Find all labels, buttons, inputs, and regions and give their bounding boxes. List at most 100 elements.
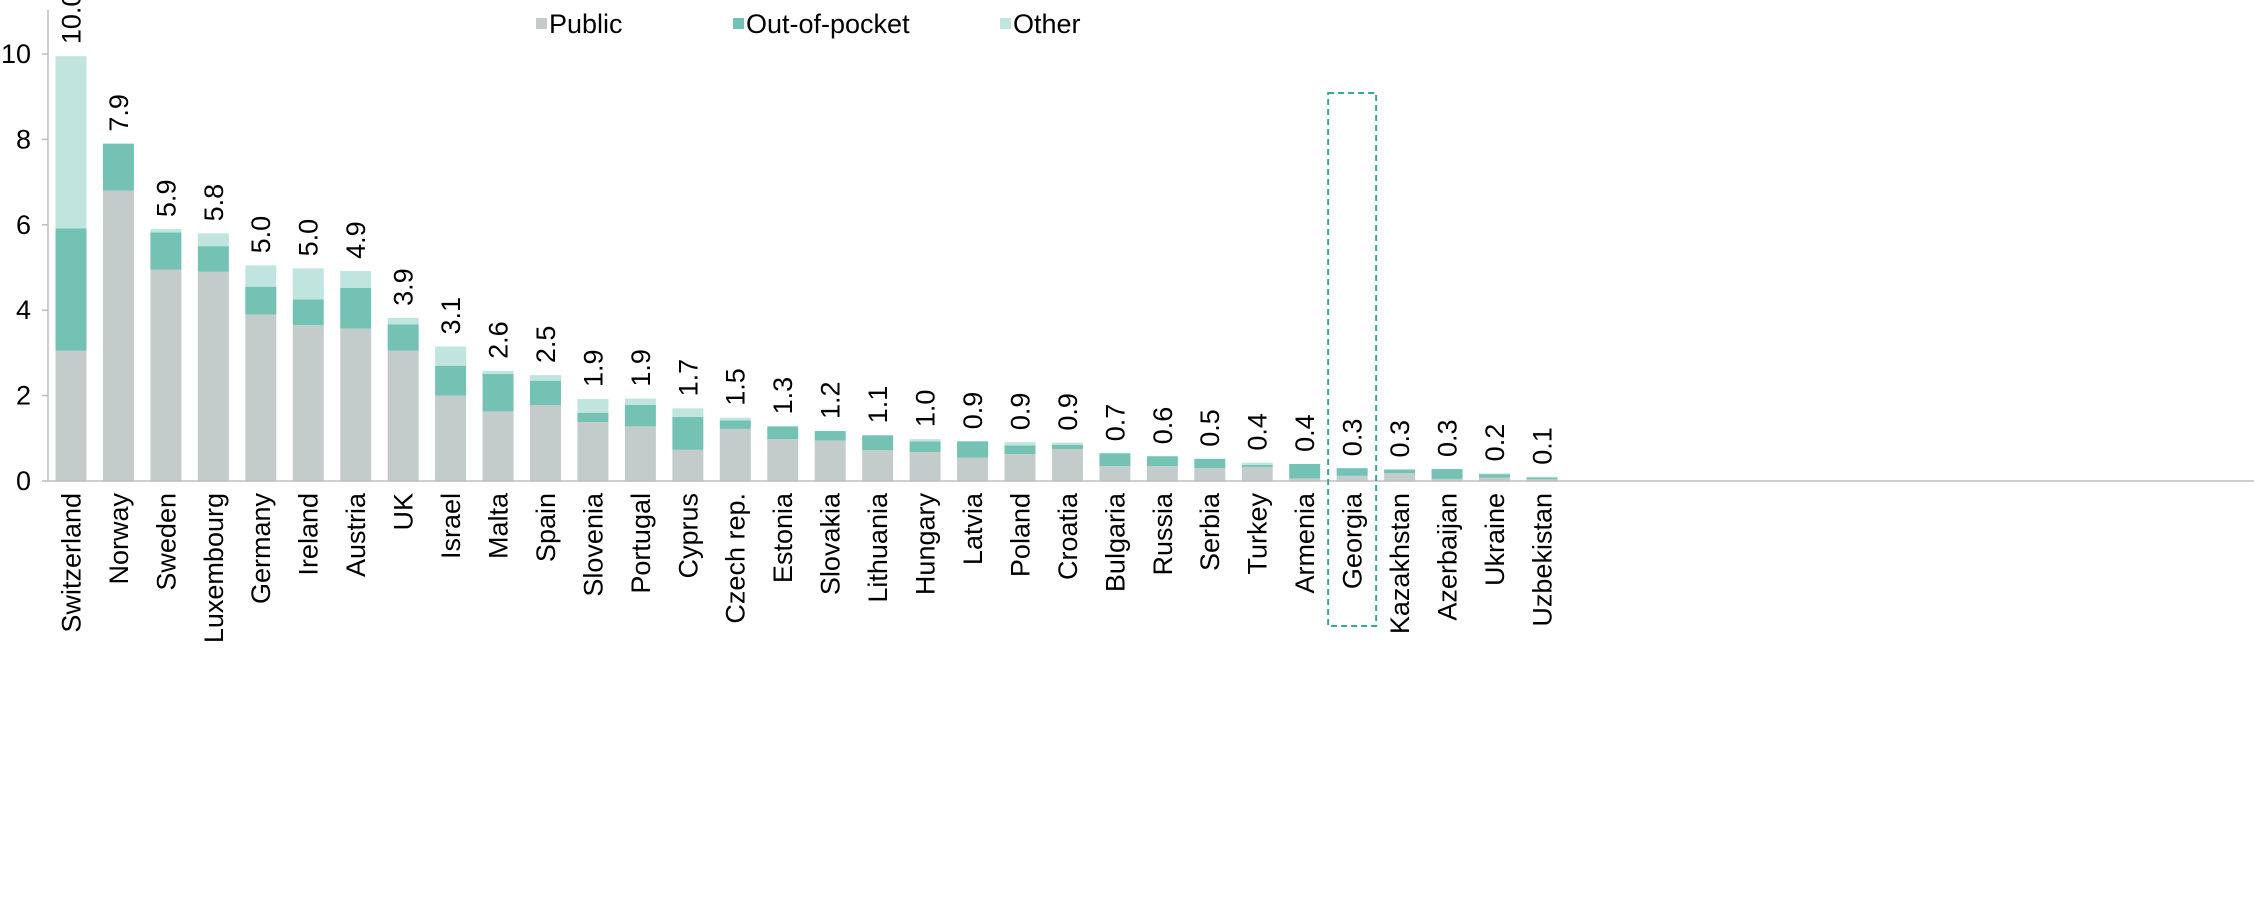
bar-other-poland [1004, 442, 1036, 446]
bar-public-georgia [1336, 475, 1368, 481]
x-tick-label-hungary: Hungary [911, 493, 941, 596]
x-tick-label-spain: Spain [531, 493, 561, 562]
bar-out-of-pocket-turkey [1241, 464, 1273, 467]
bar-public-austria [340, 328, 372, 481]
legend-label-public: Public [549, 9, 623, 39]
total-label-armenia: 0.4 [1290, 414, 1320, 452]
x-tick-label-czech-rep: Czech rep. [721, 493, 751, 624]
bar-other-germany [245, 265, 277, 287]
bar-public-slovenia [577, 422, 609, 481]
bar-public-uzbekistan [1526, 479, 1558, 481]
total-label-ukraine: 0.2 [1480, 424, 1510, 462]
total-label-slovakia: 1.2 [816, 381, 846, 419]
x-tick-label-luxembourg: Luxembourg [199, 493, 229, 643]
bar-public-azerbaijan [1431, 478, 1463, 481]
bar-out-of-pocket-armenia [1289, 463, 1321, 479]
bar-out-of-pocket-luxembourg [197, 246, 229, 272]
x-tick-label-croatia: Croatia [1053, 492, 1083, 580]
bar-other-turkey [1241, 462, 1273, 465]
total-label-azerbaijan: 0.3 [1433, 419, 1463, 457]
axes-layer: 0 2 4 6 8 10 [1, 10, 2254, 496]
x-tick-label-poland: Poland [1005, 493, 1035, 577]
x-tick-label-austria: Austria [341, 492, 371, 577]
bar-public-norway [102, 190, 134, 481]
bar-out-of-pocket-spain [530, 380, 561, 405]
bar-other-israel [435, 346, 467, 366]
x-tick-label-kazakhstan: Kazakhstan [1385, 493, 1415, 634]
x-tick-label-armenia: Armenia [1290, 492, 1320, 594]
total-label-kazakhstan: 0.3 [1385, 420, 1415, 458]
x-tick-label-azerbaijan: Azerbaijan [1433, 493, 1463, 621]
total-label-malta: 2.6 [484, 321, 514, 359]
total-label-uk: 3.9 [389, 268, 419, 306]
bar-public-czech-rep [719, 428, 751, 481]
bars-layer [55, 56, 1558, 481]
y-tick-label: 10 [1, 39, 31, 69]
total-label-slovenia: 1.9 [578, 349, 608, 387]
bar-other-switzerland [55, 56, 87, 229]
bar-other-austria [340, 270, 372, 288]
total-label-luxembourg: 5.8 [199, 184, 229, 222]
bar-out-of-pocket-switzerland [55, 228, 87, 351]
bar-out-of-pocket-poland [1004, 445, 1036, 455]
total-label-turkey: 0.4 [1243, 413, 1273, 451]
bar-public-germany [245, 314, 277, 481]
bar-out-of-pocket-uk [387, 324, 419, 351]
bar-out-of-pocket-lithuania [862, 435, 894, 451]
x-tick-label-slovenia: Slovenia [578, 492, 608, 597]
x-tick-label-sweden: Sweden [151, 493, 181, 591]
bar-public-portugal [624, 426, 656, 481]
x-tick-label-slovakia: Slovakia [816, 492, 846, 595]
total-label-spain: 2.5 [531, 326, 561, 364]
total-label-latvia: 0.9 [958, 392, 988, 430]
bar-public-ukraine [1479, 477, 1510, 481]
bar-public-switzerland [55, 350, 87, 481]
bar-public-israel [435, 395, 467, 481]
bar-out-of-pocket-norway [102, 143, 134, 191]
bar-out-of-pocket-croatia [1051, 444, 1083, 449]
bar-out-of-pocket-czech-rep [719, 420, 751, 429]
bar-public-turkey [1241, 466, 1273, 481]
x-tick-label-ireland: Ireland [294, 493, 324, 576]
total-label-hungary: 1.0 [911, 390, 941, 428]
bar-other-ukraine [1479, 473, 1510, 475]
total-label-poland: 0.9 [1005, 393, 1035, 431]
y-tick-label: 0 [16, 466, 31, 496]
bar-public-lithuania [862, 450, 894, 481]
x-tick-label-lithuania: Lithuania [863, 492, 893, 603]
bar-out-of-pocket-slovenia [577, 412, 609, 423]
bar-out-of-pocket-cyprus [672, 416, 704, 450]
total-label-cyprus: 1.7 [673, 359, 703, 397]
bar-other-luxembourg [197, 233, 229, 247]
x-tick-label-uzbekistan: Uzbekistan [1527, 493, 1557, 627]
bar-public-armenia [1289, 478, 1321, 481]
total-label-portugal: 1.9 [626, 349, 656, 387]
total-label-israel: 3.1 [436, 297, 466, 335]
total-label-bulgaria: 0.7 [1100, 404, 1130, 442]
bar-out-of-pocket-slovakia [814, 431, 846, 441]
bar-other-malta [482, 370, 514, 374]
bar-out-of-pocket-sweden [150, 232, 182, 270]
bar-other-spain [530, 375, 561, 381]
bar-public-sweden [150, 269, 182, 481]
bar-public-bulgaria [1099, 466, 1131, 481]
bar-out-of-pocket-hungary [909, 441, 941, 452]
x-tick-label-estonia: Estonia [768, 492, 798, 583]
bar-out-of-pocket-ukraine [1479, 474, 1510, 478]
bar-public-malta [482, 411, 514, 481]
bar-public-latvia [957, 457, 989, 481]
bar-public-uk [387, 350, 419, 481]
total-label-germany: 5.0 [246, 216, 276, 254]
labels-layer: Switzerland 10.0 Norway 7.9 Sweden 5.9 Luxembo… [56, 0, 1557, 643]
legend-label-other: Other [1013, 9, 1081, 39]
total-label-russia: 0.6 [1148, 407, 1178, 445]
x-tick-label-serbia: Serbia [1195, 492, 1225, 571]
x-tick-label-germany: Germany [246, 493, 276, 605]
bar-out-of-pocket-kazakhstan [1384, 469, 1416, 474]
bar-other-cyprus [672, 408, 704, 417]
bar-public-spain [530, 404, 561, 481]
bar-public-russia [1146, 466, 1178, 481]
total-label-austria: 4.9 [341, 221, 371, 259]
x-tick-label-ukraine: Ukraine [1480, 493, 1510, 586]
